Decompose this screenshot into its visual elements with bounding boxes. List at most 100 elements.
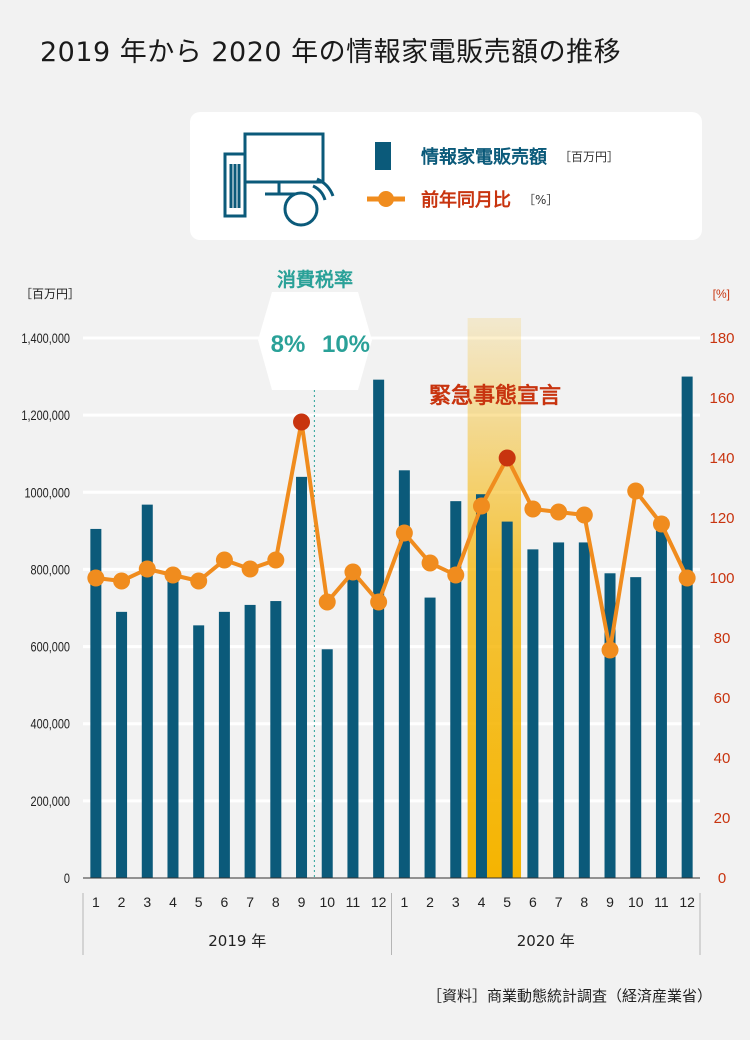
yoy-line — [95, 420, 689, 652]
year-label: 2020 年 — [517, 932, 575, 950]
yoy-point — [472, 497, 490, 515]
bar — [244, 604, 256, 878]
x-tick-label: 12 — [679, 894, 695, 910]
yoy-point — [524, 500, 542, 518]
left-axis-unit: ［百万円］ — [20, 287, 80, 301]
bar — [475, 494, 487, 878]
legend-line-swatch — [367, 191, 405, 207]
right-tick-label: 180 — [709, 330, 734, 347]
left-tick-label: 800,000 — [31, 562, 70, 578]
yoy-point — [190, 572, 208, 590]
yoy-point — [601, 641, 619, 659]
x-tick-label: 12 — [371, 894, 387, 910]
tax-rate-arrow-shape — [258, 292, 372, 390]
x-tick-label: 4 — [478, 894, 486, 910]
yoy-point — [113, 572, 131, 590]
bar — [270, 601, 282, 878]
bar — [655, 517, 667, 878]
bar — [218, 611, 230, 878]
right-tick-label: 160 — [709, 390, 734, 407]
x-tick-label: 6 — [220, 894, 228, 910]
yoy-point — [575, 506, 593, 524]
legend-bar-entry: 情報家電販売額 ［百万円］ — [375, 142, 619, 170]
tax-rate-after: 10% — [322, 331, 370, 358]
left-tick-label: 1000,000 — [24, 485, 70, 501]
x-tick-label: 10 — [628, 894, 644, 910]
yoy-point — [652, 515, 670, 533]
legend-line-label: 前年同月比 — [421, 190, 511, 211]
bar — [604, 573, 616, 878]
x-tick-label: 5 — [195, 894, 203, 910]
x-tick-label: 10 — [319, 894, 335, 910]
x-tick-label: 2 — [118, 894, 126, 910]
yoy-point — [318, 593, 336, 611]
bar — [116, 611, 128, 878]
x-tick-label: 11 — [346, 894, 361, 910]
right-tick-label: 100 — [709, 570, 734, 587]
legend-bar-swatch — [375, 142, 391, 170]
right-axis-unit: [%] — [713, 287, 730, 301]
right-tick-label: 0 — [718, 870, 726, 887]
left-tick-label: 200,000 — [31, 794, 70, 810]
bar — [321, 649, 333, 878]
tax-rate-label: 消費税率 — [277, 268, 353, 291]
x-tick-label: 2 — [426, 894, 434, 910]
bar — [296, 476, 308, 878]
x-tick-label: 7 — [555, 894, 563, 910]
x-tick-label: 3 — [143, 894, 151, 910]
x-tick-label: 8 — [580, 894, 588, 910]
bar — [681, 376, 693, 878]
yoy-point — [164, 566, 182, 584]
legend-bar-label: 情報家電販売額 — [421, 147, 547, 168]
bar — [578, 542, 590, 878]
left-tick-label: 1,200,000 — [21, 408, 70, 424]
yoy-point — [215, 551, 233, 569]
bar — [630, 577, 642, 878]
grid-lines — [83, 300, 700, 878]
bar — [373, 379, 385, 878]
yoy-point — [550, 503, 568, 521]
right-tick-label: 60 — [714, 690, 731, 707]
x-tick-label: 7 — [246, 894, 254, 910]
yoy-point — [498, 449, 516, 467]
legend-bar-unit: ［百万円］ — [559, 149, 620, 164]
left-tick-label: 600,000 — [31, 639, 70, 655]
bar-series — [90, 376, 693, 878]
yoy-point — [370, 593, 388, 611]
left-tick-label: 400,000 — [31, 716, 70, 732]
right-tick-label: 80 — [714, 630, 731, 647]
bar — [398, 470, 410, 878]
x-tick-label: 9 — [606, 894, 614, 910]
yoy-point — [293, 413, 311, 431]
yoy-point — [138, 560, 156, 578]
bar — [193, 625, 205, 878]
computer-monitor-speaker-icon — [223, 132, 335, 227]
source-note: ［資料］商業動態統計調査（経済産業省） — [426, 987, 712, 1005]
right-tick-label: 140 — [709, 450, 734, 467]
bar — [90, 528, 102, 878]
right-tick-label: 120 — [709, 510, 734, 527]
yoy-point — [344, 563, 362, 581]
left-tick-label: 1,400,000 — [21, 331, 70, 347]
yoy-point — [87, 569, 105, 587]
yoy-point — [678, 569, 696, 587]
legend: 情報家電販売額 ［百万円］ 前年同月比 ［%］ — [190, 112, 702, 240]
bar — [347, 573, 359, 878]
yoy-point — [267, 551, 285, 569]
chart-title: 2019 年から 2020 年の情報家電販売額の推移 — [40, 37, 622, 68]
yoy-point — [241, 560, 259, 578]
bar — [553, 542, 565, 878]
yoy-point — [447, 566, 465, 584]
x-tick-label: 4 — [169, 894, 177, 910]
bar — [167, 573, 179, 878]
year-label: 2019 年 — [208, 932, 266, 950]
x-tick-label: 1 — [92, 894, 100, 910]
tax-rate-before: 8% — [271, 331, 306, 358]
line-series — [87, 413, 696, 659]
legend-line-unit: ［%］ — [523, 192, 559, 207]
bar — [424, 597, 436, 878]
x-tick-label: 6 — [529, 894, 537, 910]
yoy-point — [395, 524, 413, 542]
left-tick-label: 0 — [64, 871, 70, 887]
